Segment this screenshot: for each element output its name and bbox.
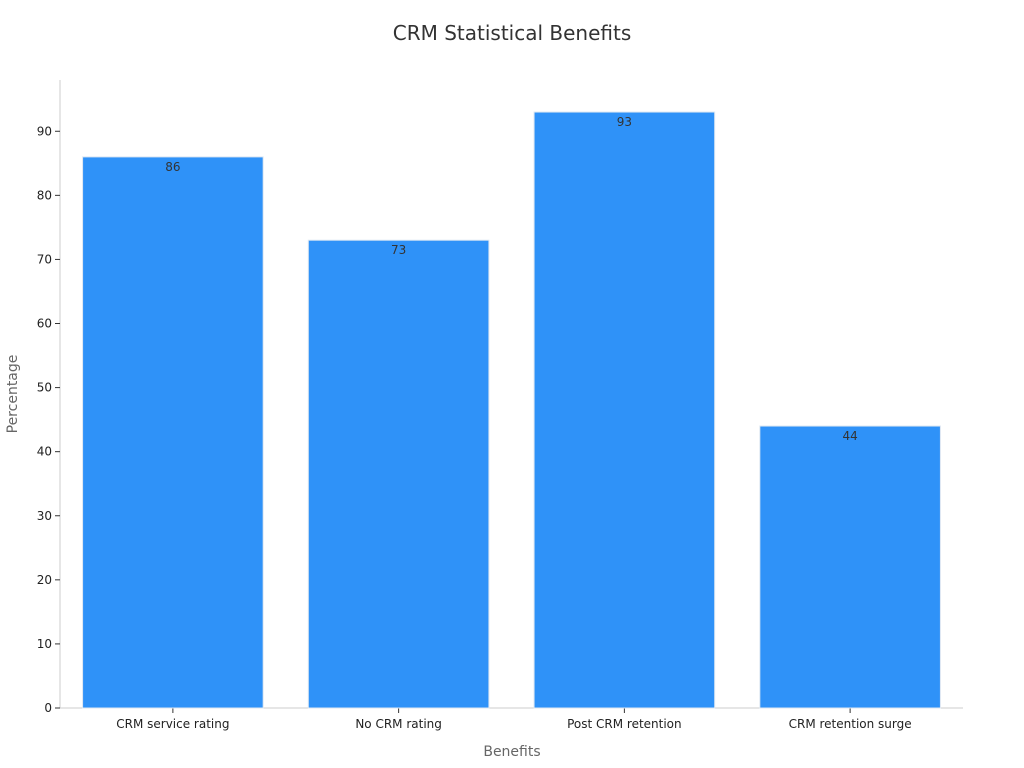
x-tick-label: Post CRM retention (567, 717, 682, 731)
y-tick-label: 30 (37, 509, 52, 523)
bar (307, 239, 490, 709)
y-tick-label: 80 (37, 188, 52, 202)
y-tick-label: 40 (37, 445, 52, 459)
y-tick-label: 50 (37, 381, 52, 395)
y-tick-label: 60 (37, 317, 52, 331)
bar (533, 111, 716, 709)
x-axis-label: Benefits (483, 744, 540, 760)
data-label: 86 (165, 160, 180, 174)
y-tick-label: 0 (44, 701, 52, 715)
x-tick-label: No CRM rating (355, 717, 442, 731)
y-tick-label: 70 (37, 252, 52, 266)
y-tick-label: 10 (37, 637, 52, 651)
x-tick-label: CRM retention surge (789, 717, 912, 731)
y-tick-label: 90 (37, 124, 52, 138)
data-label: 44 (842, 429, 857, 443)
data-label: 93 (617, 115, 632, 129)
data-labels: 86 73 93 44 (165, 115, 858, 443)
x-tick-label: CRM service rating (116, 717, 229, 731)
y-axis: 0 10 20 30 40 50 60 70 80 90 (37, 80, 61, 715)
data-label: 73 (391, 243, 406, 257)
y-axis-label: Percentage (5, 355, 21, 434)
bars (82, 111, 941, 709)
y-tick-label: 20 (37, 573, 52, 587)
bar (82, 156, 264, 709)
bar (759, 425, 941, 709)
x-axis: CRM service rating No CRM rating Post CRM … (60, 707, 963, 731)
chart-title: CRM Statistical Benefits (393, 21, 632, 45)
